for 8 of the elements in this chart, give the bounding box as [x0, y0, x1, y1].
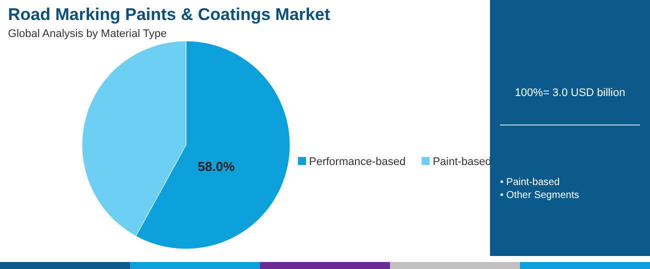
text: 100%= 3.0 USD billion: [514, 87, 626, 99]
legend-label: Paint-based: [432, 156, 492, 168]
chart-title: Road Marking Paints & Coatings Market: [8, 5, 330, 24]
data-label: 58.0%: [198, 158, 236, 174]
legend-label: Performance-based: [309, 156, 406, 168]
chart-subtitle: Global Analysis by Material Type: [8, 28, 167, 40]
text: • Paint-based: [500, 177, 560, 188]
text: • Other Segments: [500, 190, 580, 201]
